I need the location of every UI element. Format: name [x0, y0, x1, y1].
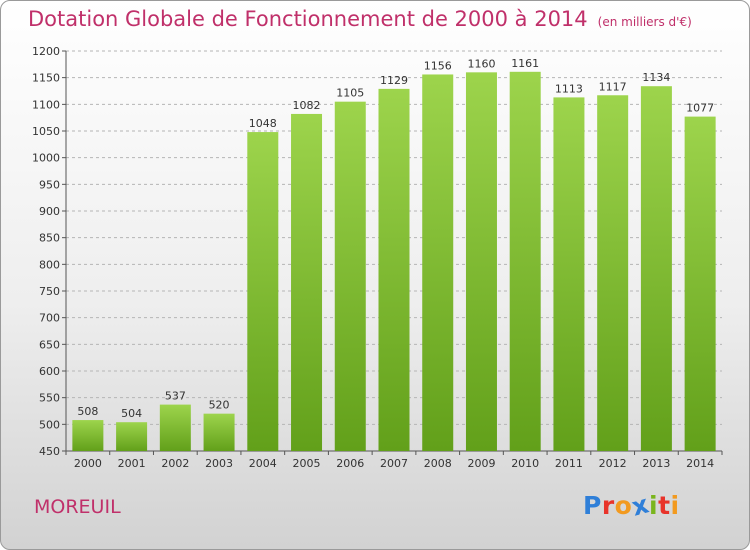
- bar-value-label: 504: [121, 407, 142, 420]
- x-tick-label: 2013: [642, 457, 670, 470]
- proxiti-logo: Proxiti: [583, 489, 680, 522]
- chart-title: Dotation Globale de Fonctionnement de 20…: [28, 7, 692, 31]
- y-tick-label: 550: [39, 392, 60, 405]
- bar-value-label: 1117: [599, 80, 627, 93]
- bar: [509, 71, 541, 452]
- bar-value-label: 1156: [424, 59, 452, 72]
- bar: [422, 74, 454, 451]
- y-tick-label: 600: [39, 365, 60, 378]
- bar-value-label: 1134: [642, 71, 670, 84]
- bar-value-label: 1160: [467, 57, 495, 70]
- y-tick-label: 750: [39, 285, 60, 298]
- y-tick-label: 1100: [32, 98, 60, 111]
- bar-value-label: 1077: [686, 102, 714, 115]
- x-tick-label: 2012: [599, 457, 627, 470]
- bar: [159, 404, 191, 451]
- x-tick-label: 2000: [74, 457, 102, 470]
- x-tick-label: 2007: [380, 457, 408, 470]
- y-tick-label: 1050: [32, 125, 60, 138]
- y-tick-label: 800: [39, 258, 60, 271]
- x-tick-label: 2003: [205, 457, 233, 470]
- bar-value-label: 1113: [555, 82, 583, 95]
- x-tick-label: 2009: [467, 457, 495, 470]
- bar: [72, 420, 104, 451]
- x-tick-label: 2014: [686, 457, 714, 470]
- bar: [684, 116, 716, 451]
- y-tick-label: 700: [39, 312, 60, 325]
- bar: [378, 88, 410, 451]
- y-tick-label: 850: [39, 232, 60, 245]
- bar-value-label: 1082: [293, 99, 321, 112]
- bar-value-label: 508: [77, 405, 98, 418]
- bar: [247, 132, 279, 452]
- y-tick-label: 1200: [32, 45, 60, 58]
- y-tick-label: 650: [39, 338, 60, 351]
- bar-value-label: 1048: [249, 117, 277, 130]
- x-tick-label: 2008: [424, 457, 452, 470]
- bar-value-label: 1105: [336, 87, 364, 100]
- commune-name: MOREUIL: [34, 496, 121, 518]
- y-tick-label: 900: [39, 205, 60, 218]
- chart-title-unit: (en milliers d'€): [597, 15, 692, 29]
- bar: [291, 113, 323, 451]
- x-tick-label: 2004: [249, 457, 277, 470]
- y-tick-label: 950: [39, 178, 60, 191]
- bar: [640, 86, 672, 451]
- chart-title-main: Dotation Globale de Fonctionnement de 20…: [28, 7, 588, 31]
- bar: [465, 72, 497, 451]
- bar-value-label: 520: [209, 399, 230, 412]
- y-tick-label: 500: [39, 418, 60, 431]
- bar: [203, 413, 235, 451]
- bar: [116, 422, 148, 451]
- x-tick-label: 2002: [161, 457, 189, 470]
- y-tick-label: 1150: [32, 72, 60, 85]
- bar: [553, 97, 585, 452]
- x-tick-label: 2011: [555, 457, 583, 470]
- bar: [597, 95, 629, 452]
- x-tick-label: 2010: [511, 457, 539, 470]
- x-tick-label: 2005: [293, 457, 321, 470]
- y-tick-label: 1000: [32, 152, 60, 165]
- bar: [334, 101, 366, 452]
- bar-value-label: 1161: [511, 57, 539, 70]
- x-tick-label: 2006: [336, 457, 364, 470]
- bar-value-label: 537: [165, 390, 186, 403]
- bar-value-label: 1129: [380, 74, 408, 87]
- x-tick-label: 2001: [118, 457, 146, 470]
- y-tick-label: 450: [39, 445, 60, 458]
